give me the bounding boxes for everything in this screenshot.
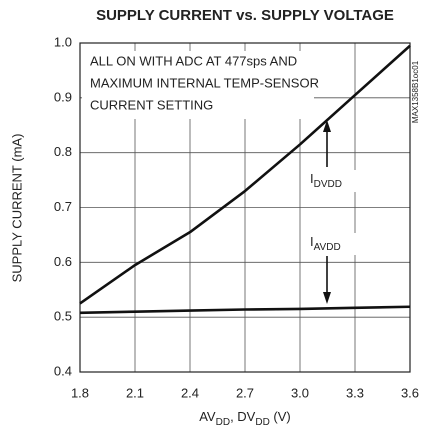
y-tick-label: 0.6: [54, 254, 72, 269]
y-tick-label: 0.5: [54, 309, 72, 324]
label-background: [308, 233, 358, 255]
x-tick-label: 2.1: [126, 385, 144, 400]
x-label-part: , DV: [230, 409, 256, 424]
y-axis-label: SUPPLY CURRENT (mA): [9, 134, 24, 283]
legend-label-main: I: [310, 171, 314, 186]
legend-label-sub: DVDD: [314, 179, 342, 190]
series-line: [79, 305, 411, 315]
chart-title: SUPPLY CURRENT vs. SUPPLY VOLTAGE: [96, 7, 394, 24]
x-label-part: AV: [199, 409, 216, 424]
legend-label-sub: AVDD: [314, 242, 341, 253]
x-label-part: (V): [270, 409, 291, 424]
x-label-sub: DD: [255, 417, 269, 428]
x-tick-label: 3.0: [291, 385, 309, 400]
note-line: ALL ON WITH ADC AT 477sps AND: [90, 53, 297, 68]
arrow-head: [323, 292, 331, 304]
legend-label: IAVDD: [310, 234, 341, 252]
x-tick-label: 1.8: [71, 385, 89, 400]
arrow-head: [323, 120, 331, 132]
x-axis-label: AVDD, DVDD (V): [199, 409, 291, 427]
series-line: [79, 44, 411, 305]
y-tick-label: 0.4: [54, 363, 72, 378]
frame: [79, 42, 411, 373]
note-line: CURRENT SETTING: [90, 97, 213, 112]
y-tick-label: 0.8: [54, 144, 72, 159]
note-line: MAXIMUM INTERNAL TEMP-SENSOR: [90, 75, 319, 90]
x-tick-label: 2.7: [236, 385, 254, 400]
y-tick-label: 0.7: [54, 199, 72, 214]
y-tick-label: 1.0: [54, 34, 72, 49]
x-tick-label: 3.3: [346, 385, 364, 400]
x-tick-label: 3.6: [401, 385, 419, 400]
x-tick-label: 2.4: [181, 385, 199, 400]
note-background: [82, 51, 314, 119]
side-code: MAX1358B1oc01: [411, 60, 420, 123]
x-label-sub: DD: [216, 417, 230, 428]
legend-label: IDVDD: [310, 171, 342, 189]
label-background: [308, 170, 358, 192]
y-tick-label: 0.9: [54, 89, 72, 104]
legend-label-main: I: [310, 234, 314, 249]
